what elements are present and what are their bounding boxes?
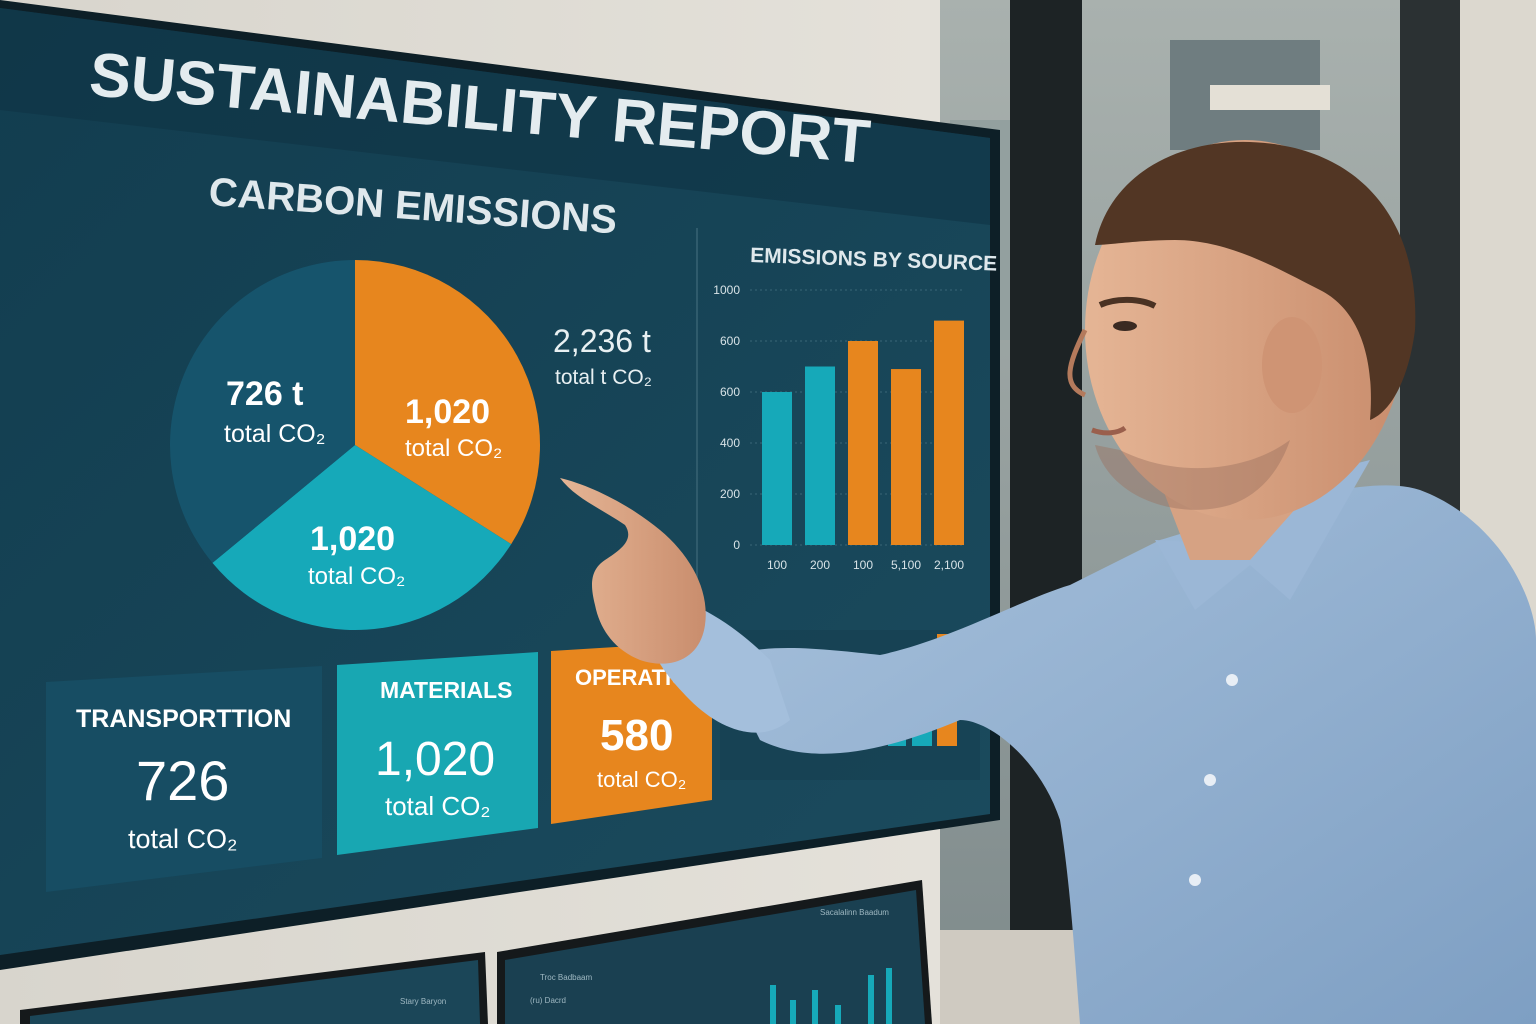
bar-1 [805, 366, 835, 545]
card-caption: total CO₂ [597, 767, 686, 792]
total-emissions-value: 2,236 t [553, 323, 651, 359]
card-label: TRANSPORTTION [76, 705, 291, 733]
total-emissions-caption: total t CO₂ [555, 366, 652, 389]
hand [560, 478, 706, 664]
y-tick-label: 600 [720, 334, 740, 348]
y-tick-label: 600 [720, 385, 740, 399]
pie-slice-1 [212, 445, 512, 631]
y-tick-label: 0 [733, 538, 740, 552]
monitor-label: Sacalalinn Baadum [820, 908, 889, 917]
stubble [1095, 440, 1290, 510]
pie-label-teal-caption: total CO₂ [308, 563, 405, 590]
eye [1113, 321, 1137, 331]
monitor-label: (ru) Dacrd [530, 996, 566, 1005]
shirt-button [1204, 774, 1216, 786]
card-caption: total CO₂ [128, 824, 238, 854]
window-sill [940, 930, 1090, 1024]
monitor-bar [886, 968, 892, 1024]
monitor-bar [770, 985, 776, 1024]
monitor-bar [790, 1000, 796, 1024]
y-tick-label: 200 [720, 487, 740, 501]
card-value: 1,020 [375, 733, 495, 786]
ear [1262, 317, 1322, 413]
shirt-button [1189, 874, 1201, 886]
shirt [720, 485, 1536, 1024]
mouth [1091, 425, 1127, 436]
pie-label-teal-value: 1,020 [310, 520, 395, 558]
y-tick-label: 1000 [713, 283, 740, 297]
pie-label-navy-caption: total CO₂ [224, 420, 325, 448]
pie-label-navy-value: 726 t [226, 375, 304, 413]
pie-label-orange-value: 1,020 [405, 393, 490, 431]
x-tick-label: 100 [767, 558, 787, 572]
emissions-bar-chart: 1000 600 600 400 200 0 100 200 100 5,100 2,100 [713, 283, 965, 572]
nose [1067, 328, 1088, 398]
card-value: 580 [600, 711, 673, 760]
pie-slice-0 [355, 260, 540, 545]
monitor-bar [812, 990, 818, 1024]
x-tick-label: 5,100 [891, 558, 921, 572]
monitor-bar [868, 975, 874, 1024]
shirt-button [1226, 674, 1238, 686]
y-tick-label: 400 [720, 436, 740, 450]
building-window [1210, 85, 1330, 110]
bar-4 [934, 320, 964, 545]
card-label: MATERIALS [380, 677, 512, 703]
hair [1095, 141, 1416, 420]
x-tick-label: 200 [810, 558, 830, 572]
bar-3 [891, 369, 921, 545]
card-transportation: TRANSPORTTION 726 total CO₂ [46, 666, 322, 892]
monitor-label: Troc Badbaam [540, 973, 593, 982]
x-tick-label: 2,100 [934, 558, 964, 572]
bar-2 [848, 341, 878, 545]
card-value: 726 [136, 749, 229, 812]
card-caption: total CO₂ [385, 791, 490, 821]
monitor-label: Stary Baryon [400, 997, 446, 1006]
card-materials: MATERIALS 1,020 total CO₂ [337, 652, 538, 855]
pie-slice-2 [169, 260, 355, 563]
monitor-bar [835, 1005, 841, 1024]
bottom-monitor-left: Stary Baryon [20, 952, 488, 1024]
x-tick-label: 100 [853, 558, 873, 572]
pie-label-orange-caption: total CO₂ [405, 435, 502, 462]
bottom-monitor-right: Sacalalinn Baadum Troc Badbaam (ru) Dacr… [497, 880, 932, 1024]
bar-0 [762, 392, 792, 545]
presenter [560, 140, 1536, 1024]
carbon-pie-chart [169, 260, 540, 631]
eyebrow [1098, 296, 1157, 309]
